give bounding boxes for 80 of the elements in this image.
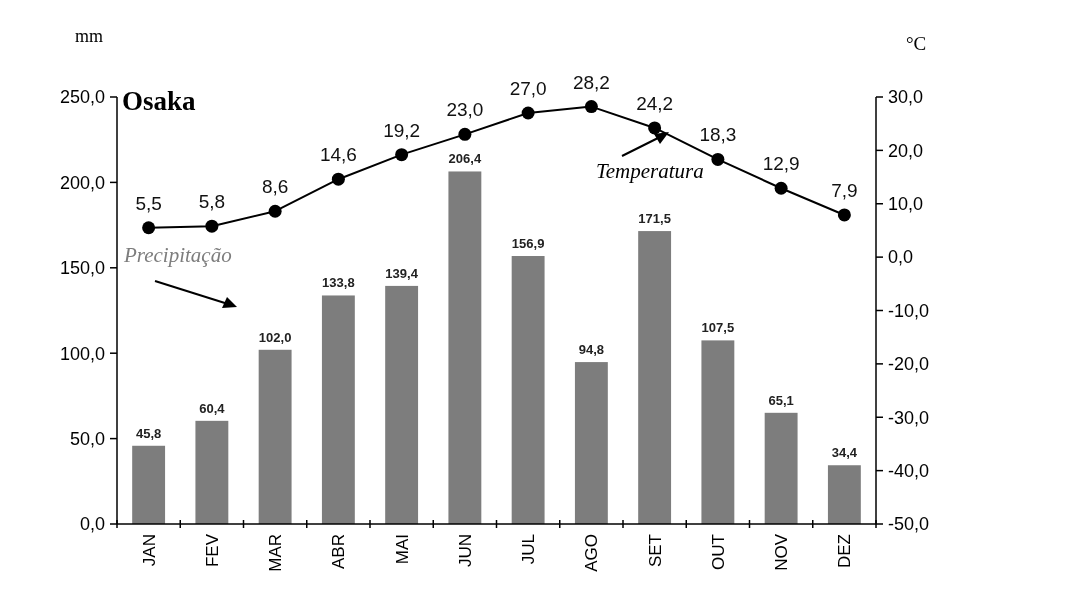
point	[268, 204, 282, 218]
x-tick-label: OUT	[708, 534, 728, 570]
data-label: 206,4	[448, 151, 482, 167]
x-tick-label: MAI	[392, 534, 412, 565]
x-tick-label: AGO	[582, 534, 602, 572]
data-label: 45,8	[135, 425, 162, 441]
text: Precipitação	[123, 243, 232, 267]
data-label: 133,8	[322, 275, 355, 291]
data-label: 171,5	[638, 211, 671, 227]
point	[331, 172, 345, 186]
point	[521, 106, 535, 120]
bar	[764, 412, 798, 524]
point	[584, 100, 598, 114]
data-label: 27,0	[509, 78, 547, 100]
point	[774, 181, 788, 195]
x-tick-label: JUL	[519, 534, 539, 565]
point	[205, 219, 219, 233]
y-tick-label: 250,0	[59, 87, 105, 108]
y2-tick-label: 30,0	[888, 87, 924, 108]
bar	[638, 231, 672, 524]
y2-tick-label: -20,0	[888, 354, 930, 375]
bar	[132, 445, 166, 524]
bar	[385, 285, 419, 524]
data-label: 19,2	[383, 119, 421, 141]
legend-label: Temperatura	[596, 159, 704, 183]
y-tick-label: 100,0	[59, 343, 105, 364]
data-label: 107,5	[701, 320, 735, 336]
point	[395, 148, 409, 162]
y2-tick-label: 0,0	[888, 247, 914, 268]
bar	[701, 340, 735, 524]
point	[837, 208, 851, 222]
x-tick-label: JUN	[455, 534, 475, 568]
x-tick-label: FEV	[202, 533, 222, 568]
data-label: 139,4	[385, 265, 419, 281]
bar	[195, 420, 229, 524]
y-tick-label: 0,0	[79, 514, 105, 535]
data-label: 102,0	[258, 329, 292, 345]
data-label: 23,0	[446, 99, 484, 121]
data-label: 60,4	[199, 400, 226, 416]
y2-tick-label: -50,0	[888, 514, 930, 535]
point	[458, 127, 472, 141]
point	[142, 221, 156, 235]
bar	[321, 295, 355, 524]
data-label: 8,6	[261, 176, 289, 198]
x-tick-label: NOV	[772, 533, 792, 571]
data-label: 14,6	[319, 144, 357, 166]
y2-tick-label: 20,0	[888, 140, 924, 161]
data-label: 156,9	[511, 236, 545, 252]
data-label: 65,1	[768, 392, 794, 408]
y2-tick-label: -30,0	[888, 407, 930, 428]
y2-tick-label: -40,0	[888, 460, 930, 481]
y-tick-label: 50,0	[69, 428, 105, 449]
data-label: 24,2	[636, 92, 674, 114]
data-label: 94,8	[578, 342, 605, 358]
bar	[448, 171, 482, 524]
data-label: 7,9	[831, 179, 858, 201]
x-tick-label: SET	[645, 534, 665, 568]
point	[648, 121, 662, 135]
y-tick-label: 150,0	[59, 258, 105, 279]
y2-tick-label: -10,0	[888, 300, 930, 321]
bar	[827, 465, 861, 524]
data-label: 18,3	[699, 124, 737, 146]
chart-title: Osaka	[122, 86, 197, 116]
x-tick-label: ABR	[329, 534, 349, 569]
bar	[258, 349, 292, 524]
x-tick-label: DEZ	[835, 534, 855, 568]
data-label: 5,8	[198, 191, 226, 213]
data-label: 34,4	[831, 445, 858, 461]
data-label: 5,5	[135, 192, 162, 214]
y-tick-label: 200,0	[59, 172, 105, 193]
x-tick-label: MAR	[266, 534, 286, 572]
y-axis-title: mm	[75, 26, 104, 46]
data-label: 12,9	[762, 153, 800, 175]
bar	[511, 256, 545, 524]
y2-tick-label: 10,0	[888, 194, 924, 215]
point	[711, 152, 725, 166]
data-label: 28,2	[572, 71, 610, 93]
y2-axis-title: °C	[906, 33, 927, 54]
bar	[574, 362, 608, 524]
x-tick-label: JAN	[139, 534, 159, 567]
